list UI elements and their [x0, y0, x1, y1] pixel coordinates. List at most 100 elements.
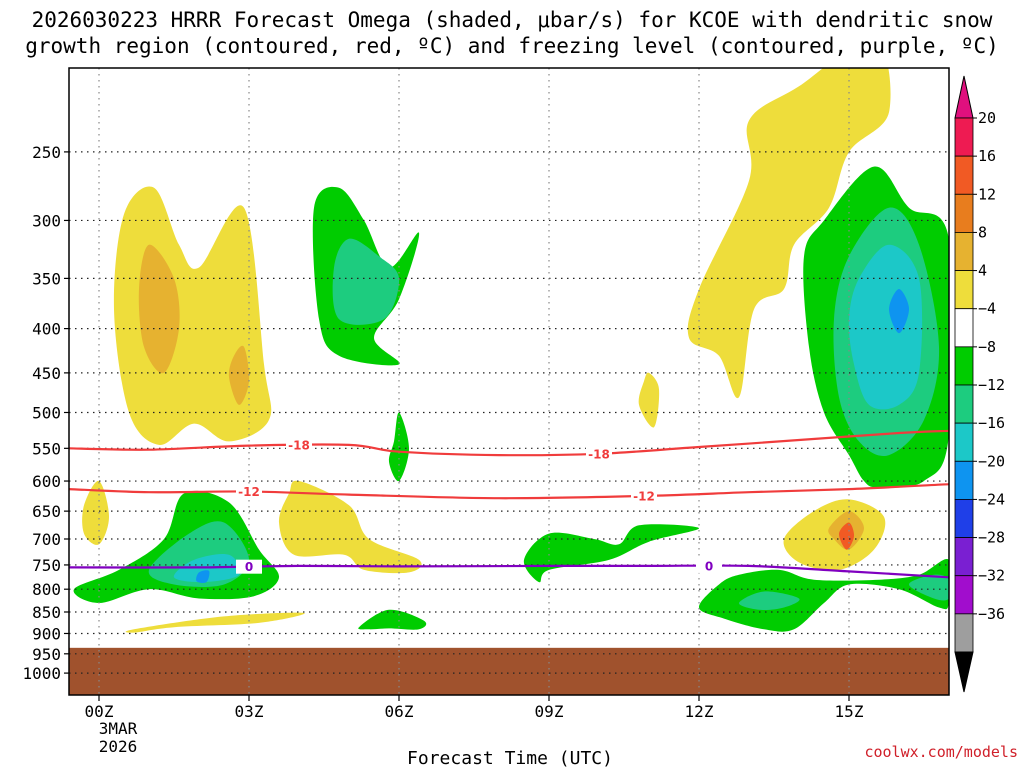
- contour-label--18-1: -18: [588, 447, 610, 461]
- contour-label-bg-0-1: [696, 558, 722, 573]
- colorbar-swatch-1: [954, 155, 974, 195]
- y-tick-label-900: 900: [32, 624, 61, 643]
- y-tick-label-400: 400: [32, 320, 61, 339]
- omega-region-6: [638, 372, 660, 428]
- y-tick-label-750: 750: [32, 556, 61, 575]
- colorbar-label-5: −4: [978, 300, 996, 318]
- x-axis-label: Forecast Time (UTC): [407, 748, 613, 768]
- y-tick-label-500: 500: [32, 403, 61, 422]
- title-line-2: growth region (contoured, red, ºC) and f…: [25, 34, 999, 58]
- colorbar-swatch-7: [954, 384, 974, 424]
- y-tick-label-850: 850: [32, 603, 61, 622]
- y-tick-label-350: 350: [32, 269, 61, 288]
- contour-label-bg--18-1: [586, 446, 612, 461]
- colorbar-label-11: −28: [978, 529, 1005, 547]
- grid-lines: [69, 68, 949, 695]
- omega-region-5: [125, 612, 305, 633]
- contour-label-bg--12-1: [631, 488, 657, 503]
- ground-fill: [69, 647, 949, 695]
- colorbar-swatch-12: [954, 575, 974, 615]
- credit-text: coolwx.com/models: [864, 743, 1018, 761]
- colorbar-label-6: −8: [978, 338, 996, 356]
- chart-title: 2026030223 HRRR Forecast Omega (shaded, …: [25, 8, 999, 58]
- y-tick-label-450: 450: [32, 364, 61, 383]
- colorbar-bottom-arrow: [954, 651, 974, 693]
- colorbar-swatch-6: [954, 346, 974, 386]
- x-tick-label-12Z: 12Z: [685, 702, 714, 721]
- contour-label--12-1: -12: [633, 489, 655, 503]
- omega-region-7: [687, 68, 891, 398]
- omega-region-25: [848, 244, 923, 410]
- colorbar-swatch-0: [954, 117, 974, 157]
- x-tick-label-15Z: 15Z: [835, 702, 864, 721]
- contour-label-bg--18-0: [286, 438, 312, 453]
- y-axis: 250 300 350 400 450 500 550 600 650 700 750 800 850 9…: [22, 143, 69, 683]
- y-tick-label-250: 250: [32, 143, 61, 162]
- colorbar-label-2: 12: [978, 185, 996, 203]
- colorbar-top-arrow: [954, 75, 974, 119]
- omega-region-4: [278, 480, 422, 574]
- x-tick-label-00Z: 00Z: [85, 702, 114, 721]
- contour-label-0-1: 0: [705, 559, 713, 573]
- colorbar-label-9: −20: [978, 452, 1005, 470]
- y-tick-label-700: 700: [32, 530, 61, 549]
- omega-region-12: [332, 238, 400, 325]
- colorbar-swatch-3: [954, 232, 974, 271]
- x-tick-label-06Z: 06Z: [385, 702, 414, 721]
- colorbar-swatch-13: [954, 613, 974, 653]
- temperature-contours: -18 -18 -12 -12 0 0: [69, 429, 949, 579]
- omega-region-1: [138, 244, 180, 374]
- colorbar-label-7: −12: [978, 376, 1005, 394]
- x-axis: 3MAR 2026 00Z 03Z 06Z 09Z 12Z 15Z: [85, 695, 864, 756]
- colorbar-label-3: 8: [978, 223, 987, 241]
- contour-label-0-0: 0: [245, 560, 253, 574]
- colorbar-label-4: 4: [978, 262, 987, 280]
- omega-region-2: [228, 345, 250, 405]
- omega-region-10: [838, 522, 855, 550]
- omega-region-22: [909, 574, 949, 601]
- contour-line--18: [69, 429, 949, 457]
- omega-region-17: [196, 570, 210, 583]
- colorbar-swatch-10: [954, 499, 974, 538]
- colorbar-label-13: −36: [978, 605, 1005, 623]
- colorbar-label-0: 20: [978, 109, 996, 127]
- y-tick-label-600: 600: [32, 472, 61, 491]
- x-date-line-2: 2026: [99, 737, 138, 756]
- omega-region-18: [358, 609, 427, 630]
- y-tick-label-800: 800: [32, 580, 61, 599]
- omega-shading: [73, 68, 949, 633]
- colorbar-label-8: −16: [978, 414, 1005, 432]
- colorbar-label-1: 16: [978, 147, 996, 165]
- colorbar-swatch-8: [954, 422, 974, 462]
- contour-label--12-0: -12: [238, 485, 260, 499]
- y-tick-label-950: 950: [32, 645, 61, 664]
- contour-line--12: [69, 483, 949, 500]
- y-tick-label-650: 650: [32, 502, 61, 521]
- colorbar-swatch-2: [954, 193, 974, 233]
- colorbar-label-12: −32: [978, 567, 1005, 585]
- x-tick-label-03Z: 03Z: [235, 702, 264, 721]
- y-tick-label-550: 550: [32, 439, 61, 458]
- contour-line-0: [69, 564, 949, 579]
- x-tick-label-09Z: 09Z: [535, 702, 564, 721]
- contour-label--18-0: -18: [288, 439, 310, 453]
- y-tick-label-1000: 1000: [22, 664, 61, 683]
- omega-region-3: [82, 480, 109, 545]
- colorbar-swatch-11: [954, 537, 974, 577]
- title-line-1: 2026030223 HRRR Forecast Omega (shaded, …: [32, 8, 993, 32]
- colorbar: 20 16 12 8 4 −4 −8 −12 −16 −20 −24 −28 −32 −36: [954, 75, 1005, 693]
- colorbar-swatch-4: [954, 270, 974, 310]
- omega-region-20: [698, 559, 949, 632]
- ground-layer: [69, 647, 949, 695]
- contour-label-bg--12-0: [236, 484, 262, 499]
- colorbar-swatch-9: [954, 460, 974, 500]
- omega-region-26: [889, 289, 909, 334]
- omega-region-21: [738, 591, 800, 611]
- plot-frame: [68, 67, 950, 696]
- contour-label-bg-0-0: [236, 559, 262, 574]
- y-tick-label-300: 300: [32, 211, 61, 230]
- colorbar-label-10: −24: [978, 490, 1005, 508]
- colorbar-swatch-5: [954, 308, 974, 348]
- x-date-line-1: 3MAR: [99, 719, 138, 738]
